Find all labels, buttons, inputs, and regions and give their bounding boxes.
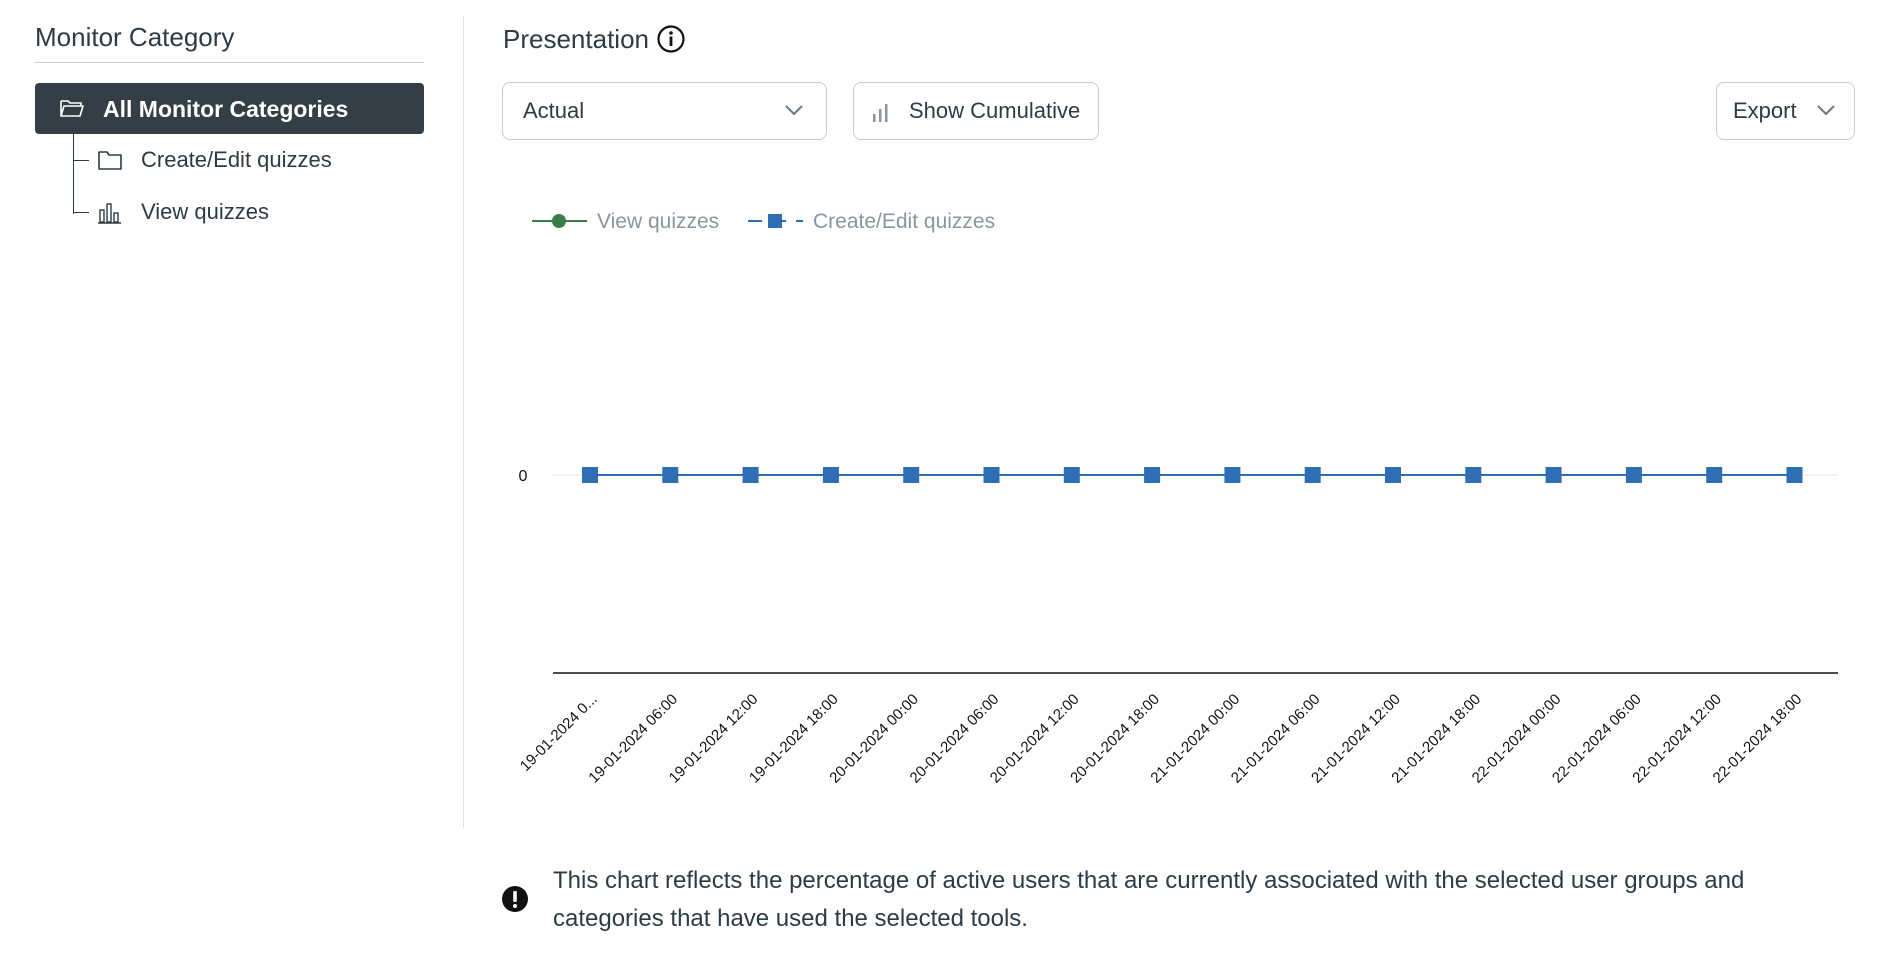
x-tick-label: 22-01-2024 18:00	[1710, 691, 1806, 787]
data-point	[742, 467, 759, 483]
x-tick-label: 19-01-2024 0...	[517, 691, 601, 775]
legend-label: Create/Edit quizzes	[813, 210, 995, 233]
data-point	[903, 467, 920, 483]
data-point	[983, 467, 1000, 483]
chart-note: This chart reflects the percentage of ac…	[553, 867, 1745, 932]
sidebar-item-label: Create/Edit quizzes	[141, 147, 332, 172]
show-cumulative-label: Show Cumulative	[909, 98, 1081, 123]
tree-branch	[73, 212, 89, 213]
data-point	[1625, 467, 1642, 483]
sidebar-divider	[35, 62, 424, 63]
data-point	[1465, 467, 1482, 483]
folder-open-icon	[60, 98, 84, 123]
chevron-down-icon	[784, 103, 804, 122]
data-point	[1545, 467, 1562, 483]
presentation-select-value: Actual	[523, 98, 585, 123]
data-point	[822, 467, 839, 483]
panel-divider	[463, 16, 464, 828]
data-point	[1144, 467, 1161, 483]
legend-marker	[552, 214, 566, 228]
tree-branch	[73, 160, 89, 161]
folder-icon	[98, 150, 122, 175]
bar-chart-icon	[98, 202, 122, 229]
sidebar-item-label: View quizzes	[141, 199, 269, 224]
chevron-down-icon	[1816, 103, 1836, 122]
sidebar-title: Monitor Category	[35, 22, 235, 52]
presentation-select[interactable]: Actual	[502, 82, 827, 140]
data-point	[1706, 467, 1723, 483]
show-cumulative-button[interactable]: Show Cumulative	[853, 82, 1099, 140]
export-label: Export	[1733, 98, 1797, 123]
info-icon[interactable]	[656, 24, 686, 59]
data-point	[662, 467, 679, 483]
all-monitor-categories-item[interactable]: All Monitor Categories	[35, 83, 424, 134]
bar-chart-icon	[871, 102, 891, 127]
alert-icon	[501, 885, 529, 918]
data-point	[1063, 467, 1080, 483]
data-point	[1385, 467, 1401, 483]
activity-chart: View quizzes Create/Edit quizzes 0 19-01-20…	[517, 210, 1838, 787]
sidebar-item-view-quizzes[interactable]: View quizzes	[73, 186, 413, 226]
data-point	[1786, 467, 1803, 483]
data-point	[1224, 467, 1241, 483]
all-monitor-categories-label: All Monitor Categories	[103, 96, 349, 122]
page-title: Presentation	[503, 24, 649, 54]
tree-connector	[73, 134, 74, 214]
y-tick-label: 0	[519, 468, 528, 485]
data-point	[1304, 467, 1321, 483]
data-point	[582, 467, 598, 483]
legend-label: View quizzes	[597, 210, 719, 233]
sidebar-item-create-edit-quizzes[interactable]: Create/Edit quizzes	[73, 134, 413, 174]
legend-marker	[768, 214, 782, 228]
export-button[interactable]: Export	[1716, 82, 1855, 140]
